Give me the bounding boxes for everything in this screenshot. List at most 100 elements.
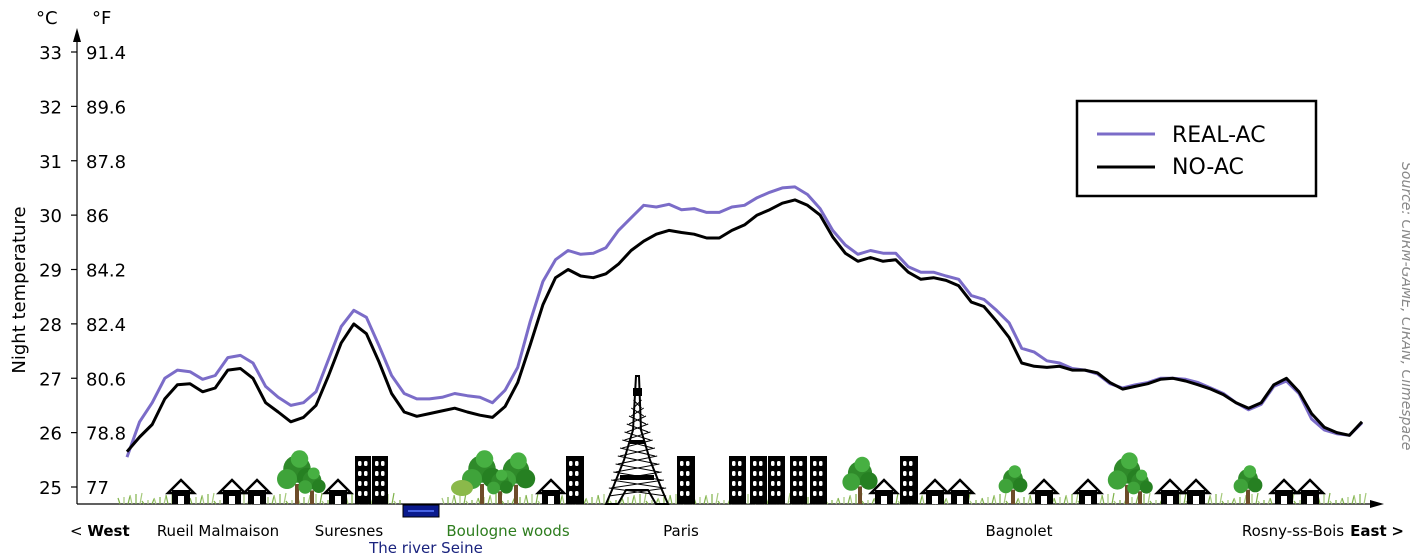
y-tick-label-celsius: 26 [39, 424, 62, 445]
grass-blade [465, 500, 469, 505]
grass-blade [487, 495, 491, 505]
landscape [117, 375, 1367, 518]
grass-blade [1341, 497, 1345, 505]
grass-blade [597, 494, 601, 505]
grass-blade [1293, 500, 1297, 505]
grass-blade [535, 492, 539, 505]
y-tick-label-fahrenheit: 89.6 [86, 97, 126, 118]
grass-blade [871, 498, 875, 505]
grass-blade [1147, 492, 1151, 505]
place-label-bagnolet: Bagnolet [986, 522, 1053, 540]
grass-blade [151, 498, 155, 505]
y-tick-label-fahrenheit: 77 [86, 478, 109, 499]
grass-blade [129, 494, 133, 505]
grass-blade [921, 494, 925, 505]
y-axis-arrow-icon [73, 28, 81, 42]
grass-blade [643, 492, 647, 505]
grass-blade [1003, 492, 1007, 505]
tree-icon [998, 465, 1028, 504]
grass-blade [1339, 498, 1343, 505]
grass-blade [1233, 497, 1237, 505]
grass-blade [1149, 500, 1153, 505]
grass-blade [895, 492, 899, 505]
y-tick-label-celsius: 30 [39, 206, 62, 227]
grass-blade [1005, 500, 1009, 505]
grass-blade [1015, 498, 1019, 505]
grass-blade [1101, 494, 1105, 505]
grass-blade [283, 492, 287, 505]
grass-blade [787, 492, 791, 505]
y-tick-label-fahrenheit: 84.2 [86, 261, 126, 282]
building-icon [750, 456, 767, 504]
grass-blade [715, 492, 719, 505]
y-tick-label-fahrenheit: 86 [86, 206, 109, 227]
house-icon [321, 478, 355, 504]
grass-blade [189, 497, 193, 505]
grass-blade [645, 500, 649, 505]
grass-blade [475, 498, 479, 505]
grass-blade [979, 498, 983, 505]
grass-blade [1267, 498, 1271, 505]
grass-blade [849, 494, 853, 505]
grass-blade [273, 494, 277, 505]
legend-box [1075, 99, 1318, 198]
grass-blade [201, 494, 205, 505]
tree-icon [1127, 469, 1153, 504]
x-axis-arrow-icon [1370, 500, 1384, 508]
grass-blade [163, 495, 167, 505]
legend-label-real-ac: REAL-AC [1172, 123, 1266, 148]
legend: REAL-AC NO-AC [1075, 99, 1318, 198]
house-icon [1027, 478, 1061, 504]
house-icon [943, 478, 977, 504]
grass-blade [1017, 497, 1021, 505]
grass-blade [1329, 500, 1333, 505]
grass-blade [453, 494, 457, 505]
grass-blade [861, 500, 865, 505]
grass-blade [595, 495, 599, 505]
house-icon [240, 478, 274, 504]
grass-blade [837, 497, 841, 505]
grass-blade [127, 495, 131, 505]
river-label: The river Seine [368, 539, 483, 555]
y-tick-label-celsius: 33 [39, 43, 62, 64]
grass-blade [1113, 500, 1117, 505]
y-tick-label-celsius: 31 [39, 152, 62, 173]
grass-blade [969, 500, 973, 505]
grass-blade [1257, 500, 1261, 505]
grass-blade [619, 498, 623, 505]
grass-blade [165, 494, 169, 505]
unit-label-celsius: °C [36, 8, 58, 29]
grass-blade [525, 494, 529, 505]
y-axis-title: Night temperature [9, 206, 30, 373]
grass-blade [213, 500, 217, 505]
y-tick-label-fahrenheit: 87.8 [86, 152, 126, 173]
house-icon [867, 478, 901, 504]
legend-label-no-ac: NO-AC [1172, 155, 1244, 180]
place-label-rosny: Rosny-ss-Bois [1242, 522, 1344, 540]
grass-blade [705, 494, 709, 505]
grass-blade [1207, 495, 1211, 505]
building-icon [729, 456, 746, 504]
building-icon [355, 456, 371, 504]
grass-blade [1219, 492, 1223, 505]
grass-blade [477, 497, 481, 505]
grass-blade [981, 497, 985, 505]
grass-blade [835, 498, 839, 505]
house-icon [1179, 478, 1213, 504]
grass-blade [631, 495, 635, 505]
grass-blade [391, 492, 395, 505]
eiffel-tower-icon [604, 375, 670, 505]
tree-icon [1233, 465, 1263, 504]
grass-blade [1363, 492, 1367, 505]
grass-blade [1353, 494, 1357, 505]
building-icon [677, 456, 695, 504]
grass-blade [1135, 495, 1139, 505]
grass-blade [1099, 495, 1103, 505]
grass-blade [319, 492, 323, 505]
grass-blade [633, 494, 637, 505]
grass-blade [511, 498, 515, 505]
grass-blade [393, 500, 397, 505]
y-tick-label-celsius: 25 [39, 478, 62, 499]
grass-blade [441, 497, 445, 505]
grass-blade [1209, 494, 1213, 505]
